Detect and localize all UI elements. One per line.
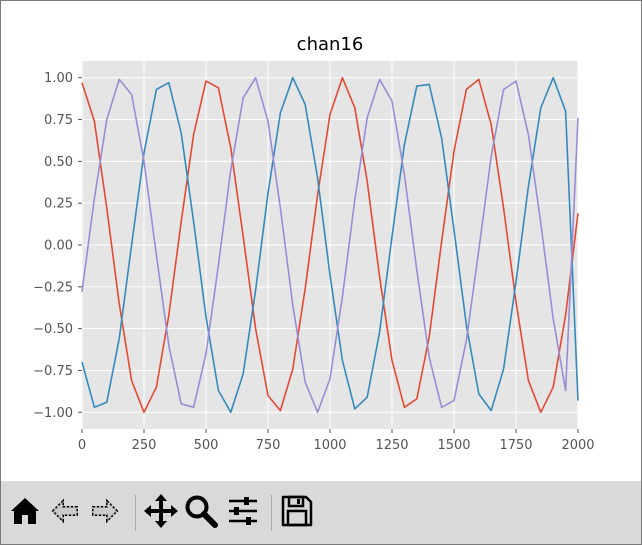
y-tick-label: 0.50 bbox=[44, 155, 73, 170]
y-tick-label: −0.50 bbox=[33, 322, 73, 337]
series-line-2 bbox=[81, 76, 579, 414]
zoom-icon bbox=[185, 495, 218, 528]
y-tick-label: 0.25 bbox=[44, 197, 73, 212]
zoom-button[interactable] bbox=[183, 493, 219, 529]
x-tick-label: 250 bbox=[132, 438, 157, 453]
figure-canvas[interactable]: 0 250 500 750 1000 1250 1500 1750 2000 1.00 0.75 0.… bbox=[1, 1, 641, 481]
toolbar-separator bbox=[271, 495, 272, 531]
y-tick-label: 0.00 bbox=[44, 239, 73, 254]
save-button[interactable] bbox=[279, 493, 315, 529]
series-line-3 bbox=[81, 76, 579, 414]
y-tick-label: −0.25 bbox=[33, 280, 73, 295]
x-tick-label: 1500 bbox=[437, 438, 470, 453]
y-tick-label: 1.00 bbox=[44, 71, 73, 86]
x-tick-label: 500 bbox=[194, 438, 219, 453]
x-tick-label: 1000 bbox=[313, 438, 346, 453]
forward-icon bbox=[92, 498, 119, 524]
back-icon bbox=[51, 498, 78, 524]
pan-icon bbox=[144, 494, 178, 528]
plot-svg: 0 250 500 750 1000 1250 1500 1750 2000 1.00 0.75 0.… bbox=[33, 34, 594, 453]
chart-title: chan16 bbox=[297, 34, 364, 55]
y-tick-label: −0.75 bbox=[33, 364, 73, 379]
y-tick-label: 0.75 bbox=[44, 113, 73, 128]
pan-button[interactable] bbox=[143, 493, 179, 529]
series-line-1 bbox=[81, 76, 579, 414]
subplots-button[interactable] bbox=[225, 493, 261, 529]
home-icon bbox=[11, 498, 39, 524]
forward-button[interactable] bbox=[87, 493, 123, 529]
save-icon bbox=[281, 495, 313, 527]
navigation-toolbar bbox=[1, 481, 641, 544]
x-tick-label: 750 bbox=[256, 438, 281, 453]
back-button[interactable] bbox=[47, 493, 83, 529]
x-tick-label: 1750 bbox=[499, 438, 532, 453]
home-button[interactable] bbox=[7, 493, 43, 529]
subplots-icon bbox=[229, 497, 257, 525]
x-tick-label: 2000 bbox=[561, 438, 594, 453]
toolbar-separator bbox=[135, 495, 136, 531]
x-tick-label: 0 bbox=[78, 438, 86, 453]
y-tick-label: −1.00 bbox=[33, 406, 73, 421]
x-tick-label: 1250 bbox=[375, 438, 408, 453]
